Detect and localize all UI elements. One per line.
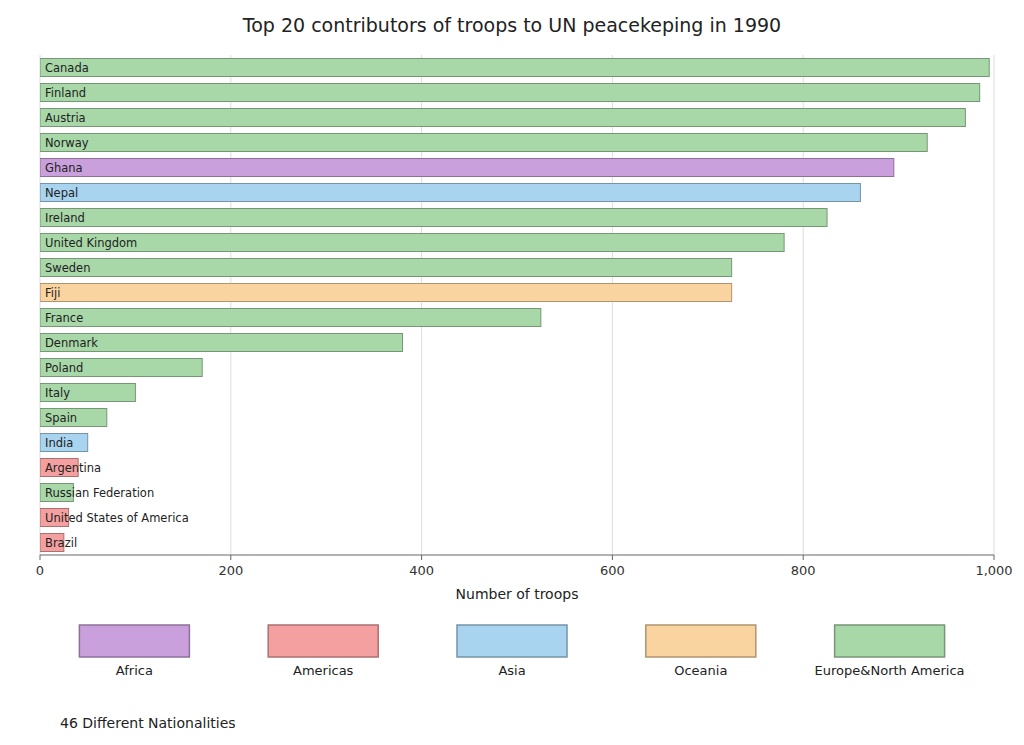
tick-label: 400 bbox=[409, 563, 434, 578]
bar bbox=[40, 159, 894, 177]
bar bbox=[40, 134, 927, 152]
category-label: Ireland bbox=[45, 211, 85, 225]
tick-label: 1,000 bbox=[975, 563, 1012, 578]
tick-label: 200 bbox=[218, 563, 243, 578]
category-label: Poland bbox=[45, 361, 83, 375]
legend-label: Americas bbox=[293, 663, 354, 678]
bar bbox=[40, 59, 989, 77]
grid-line bbox=[612, 55, 613, 555]
category-label: Argentina bbox=[45, 461, 101, 475]
tick-mark bbox=[994, 555, 995, 560]
title: Top 20 contributors of troops to UN peac… bbox=[242, 14, 781, 36]
bar bbox=[40, 334, 403, 352]
bar bbox=[40, 359, 202, 377]
tick-label: 800 bbox=[791, 563, 816, 578]
category-label: Norway bbox=[45, 136, 89, 150]
legend-label: Europe&North America bbox=[815, 663, 965, 678]
annotation: 46 Different Nationalities bbox=[60, 715, 236, 731]
category-label: Russian Federation bbox=[45, 486, 154, 500]
grid-line bbox=[421, 55, 422, 555]
bar bbox=[40, 209, 827, 227]
tick-label: 0 bbox=[36, 563, 44, 578]
legend-label: Asia bbox=[498, 663, 525, 678]
category-label: Italy bbox=[45, 386, 70, 400]
category-label: Canada bbox=[45, 61, 89, 75]
bar bbox=[40, 234, 784, 252]
legend: Africa Americas Asia Oceania Europe&North Am… bbox=[79, 625, 964, 678]
bar bbox=[40, 409, 107, 427]
category-label: Spain bbox=[45, 411, 77, 425]
tick-label: 600 bbox=[600, 563, 625, 578]
legend-swatch bbox=[835, 625, 945, 657]
category-label: France bbox=[45, 311, 83, 325]
category-label: Finland bbox=[45, 86, 86, 100]
legend-swatch bbox=[457, 625, 567, 657]
category-label: Nepal bbox=[45, 186, 78, 200]
x-axis-line bbox=[40, 555, 994, 556]
bar bbox=[40, 84, 980, 102]
bar bbox=[40, 384, 135, 402]
bars bbox=[40, 59, 989, 552]
grid bbox=[40, 55, 994, 555]
bar bbox=[40, 309, 541, 327]
bar bbox=[40, 109, 965, 127]
category-label: Denmark bbox=[45, 336, 98, 350]
category-label: United States of America bbox=[45, 511, 189, 525]
category-label: Ghana bbox=[45, 161, 83, 175]
bar bbox=[40, 259, 732, 277]
category-label: Fiji bbox=[45, 286, 60, 300]
grid-line bbox=[994, 55, 995, 555]
bar bbox=[40, 434, 88, 452]
bar bbox=[40, 284, 732, 302]
category-label: Brazil bbox=[45, 536, 77, 550]
category-label: Sweden bbox=[45, 261, 90, 275]
grid-line bbox=[230, 55, 231, 555]
legend-swatch bbox=[79, 625, 189, 657]
background bbox=[0, 0, 1024, 745]
category-label: Austria bbox=[45, 111, 86, 125]
legend-label: Oceania bbox=[674, 663, 727, 678]
category-label: United Kingdom bbox=[45, 236, 137, 250]
legend-swatch bbox=[268, 625, 378, 657]
bar bbox=[40, 184, 860, 202]
tick-mark bbox=[40, 555, 41, 560]
legend-swatch bbox=[646, 625, 756, 657]
category-label: India bbox=[45, 436, 73, 450]
grid-line bbox=[40, 55, 41, 555]
tick-mark bbox=[421, 555, 422, 560]
tick-mark bbox=[230, 555, 231, 560]
tick-mark bbox=[612, 555, 613, 560]
x-axis-label: Number of troops bbox=[456, 586, 579, 602]
legend-label: Africa bbox=[116, 663, 153, 678]
tick-mark bbox=[803, 555, 804, 560]
grid-line bbox=[803, 55, 804, 555]
chart: Top 20 contributors of troops to UN peac… bbox=[0, 0, 1024, 745]
